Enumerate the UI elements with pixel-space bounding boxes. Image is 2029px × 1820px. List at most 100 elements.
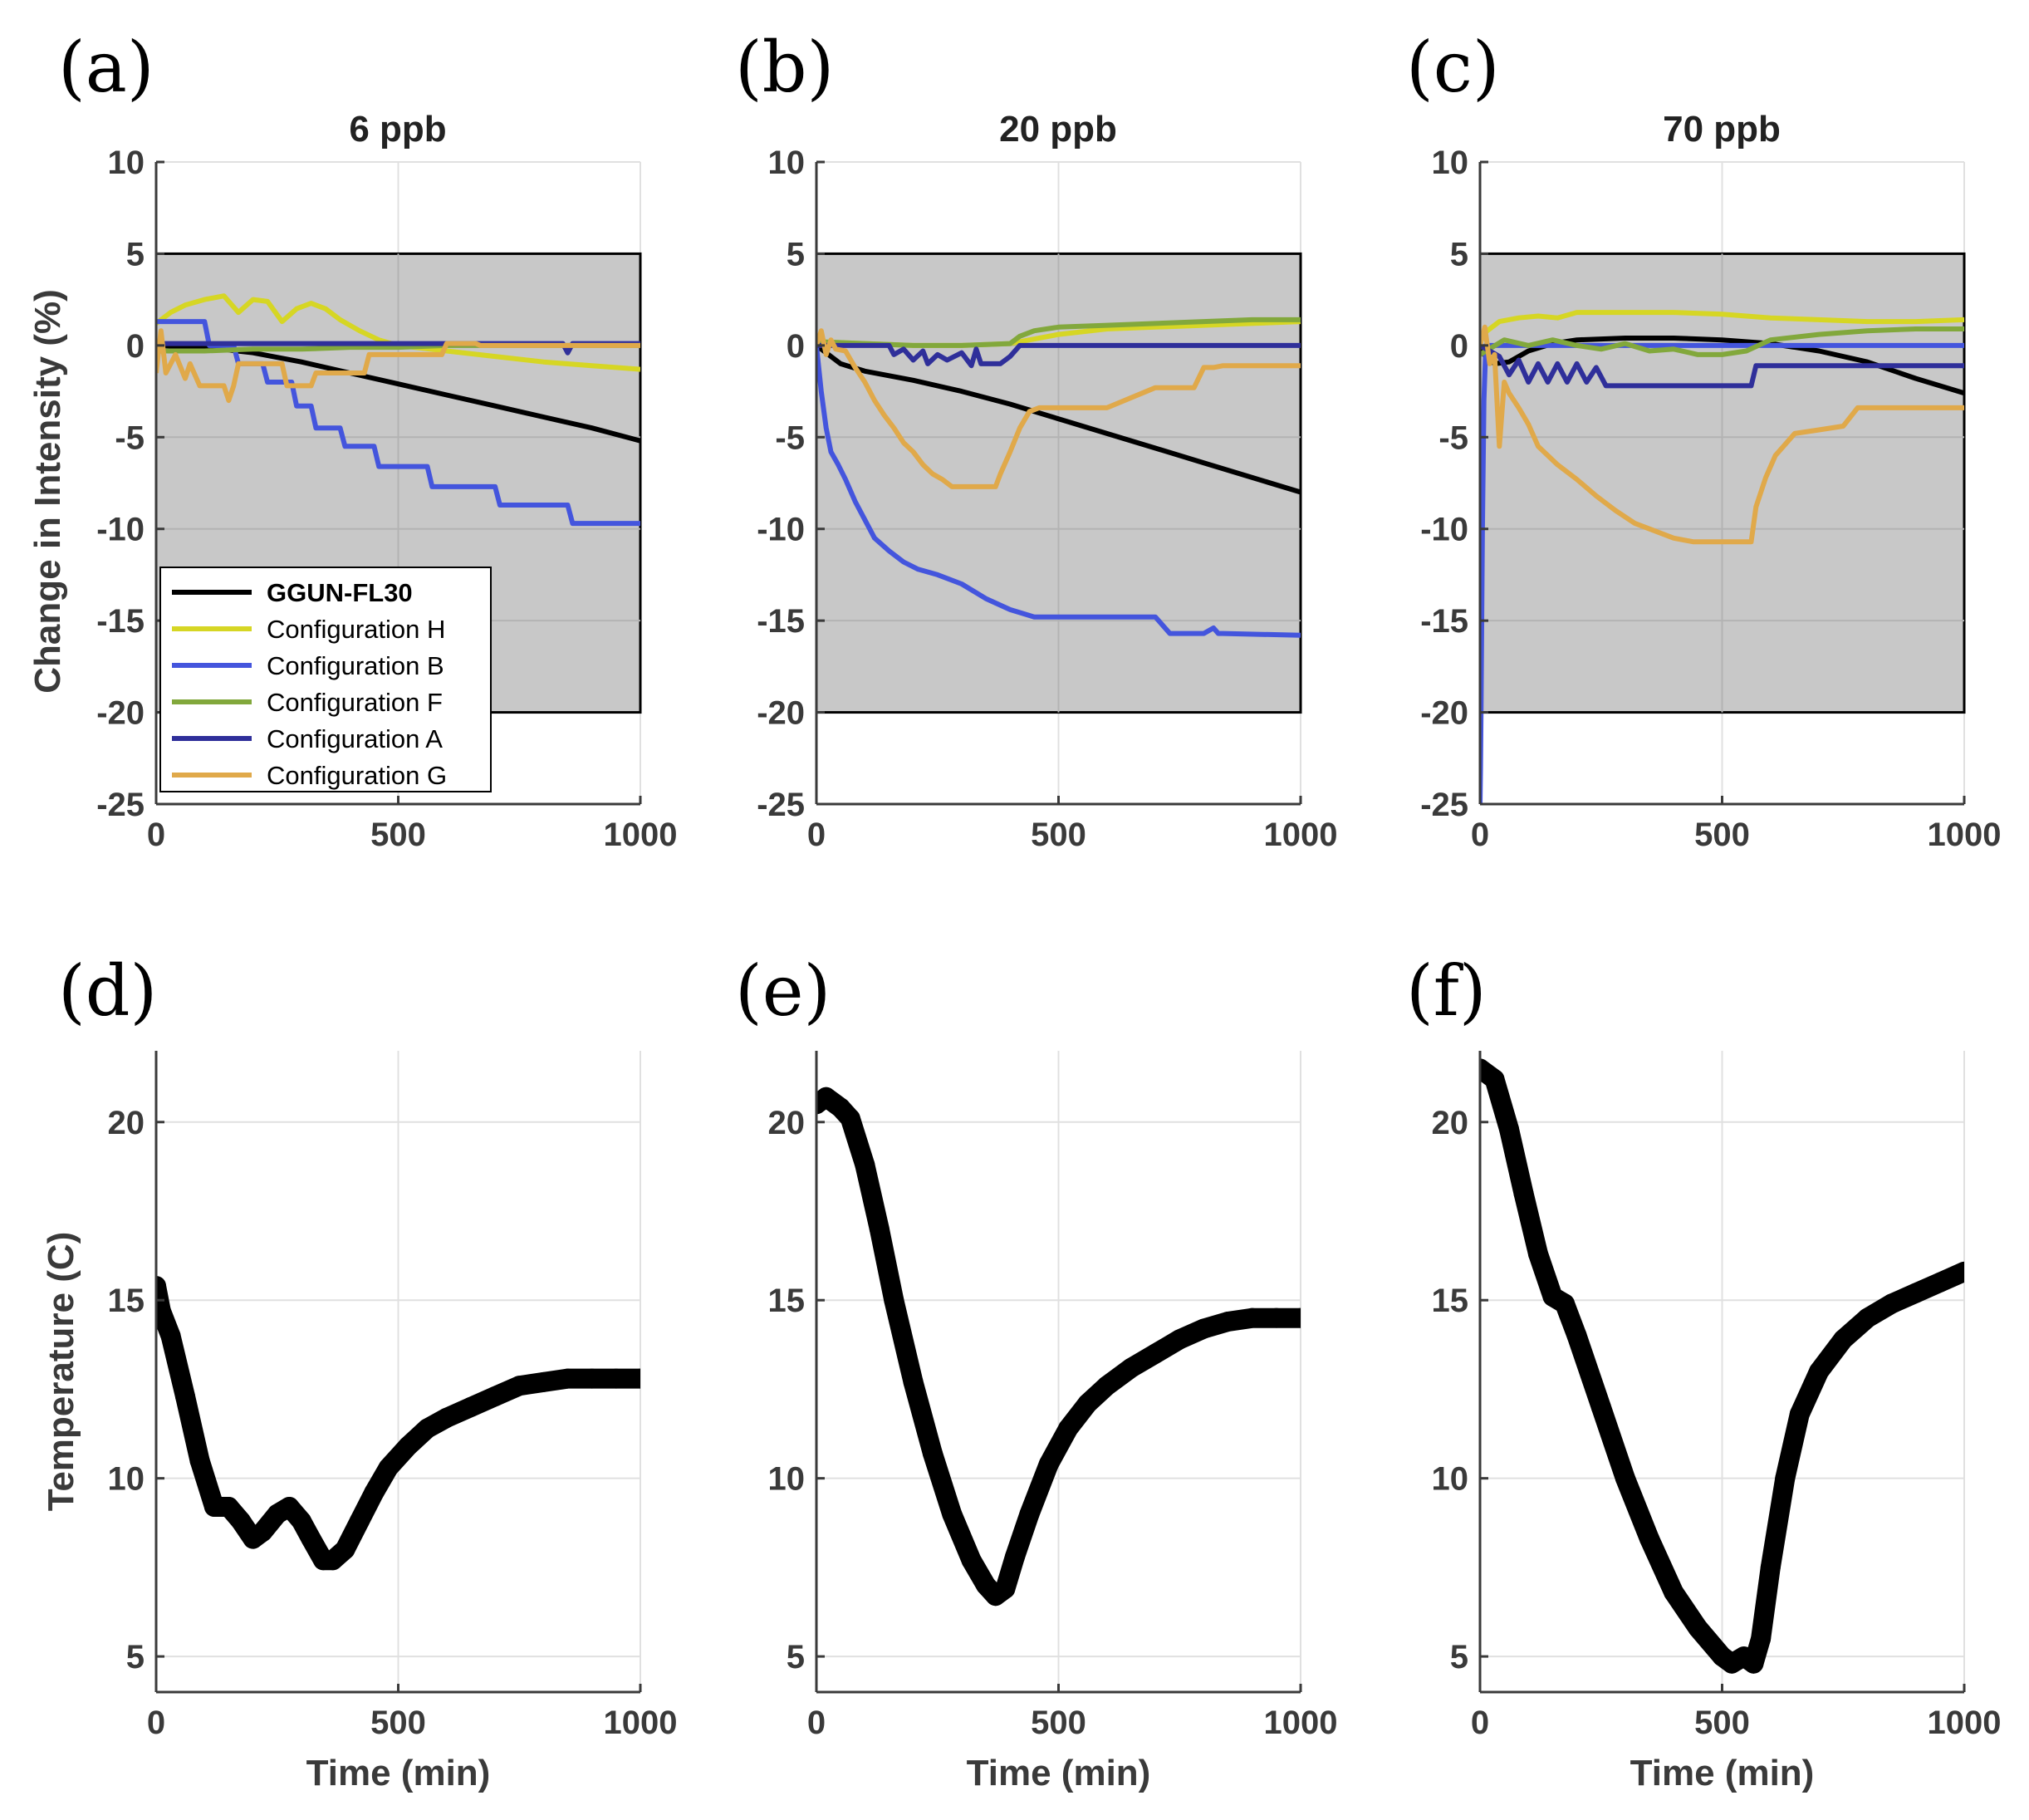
y-tick-label: 10 [108,145,145,181]
data-point [1058,1418,1079,1439]
x-tick-label: 1000 [604,817,678,853]
data-point [1527,1244,1548,1264]
data-point [1751,1628,1772,1649]
data-point [509,1376,530,1396]
data-point [203,1496,224,1517]
data-point [855,1155,875,1175]
data-point [156,1301,171,1322]
y-tick-label: 10 [768,1461,806,1498]
data-point [417,1418,438,1439]
legend-label: Configuration A [267,724,443,753]
data-point [1639,1528,1660,1549]
y-tick-label: 5 [126,236,145,272]
data-point [605,1368,626,1389]
x-tick-label: 1000 [1264,817,1338,853]
legend: GGUN-FL30 Configuration H Configuration B C… [159,567,492,792]
panel-f: (f) 0 500 1000 5 10 15 20 Time (min) [1406,950,2001,1793]
data-point [1193,1318,1214,1339]
data-point [1954,1261,1964,1282]
panel-c: (c) 70 ppb 0 500 1000 10 5 0 -5 -10 -15 -20 -25 [1406,27,2001,853]
y-tick-label: -10 [1420,512,1468,548]
data-point [364,1482,385,1503]
data-point [1242,1307,1262,1328]
panel-letter: (a) [58,27,154,108]
data-point [1291,1307,1301,1328]
legend-label: GGUN-FL30 [267,578,413,607]
data-point [903,1371,924,1392]
y-tick-label: -10 [757,512,805,548]
data-point [1905,1283,1926,1303]
data-point [630,1368,640,1389]
data-point [1615,1468,1635,1489]
x-tick-label: 0 [1471,1705,1489,1741]
series-group [816,316,1301,638]
data-point [174,1386,195,1407]
panel-letter: (e) [735,950,831,1032]
data-point [1218,1311,1238,1332]
data-point [995,1578,1016,1599]
y-tick-label: 0 [1450,328,1468,365]
data-point [1484,1069,1505,1090]
series-group [156,293,640,527]
x-tick-label: 500 [1694,817,1750,853]
y-tick-label: 10 [108,1461,145,1498]
data-point [378,1457,399,1478]
y-tick-label: -5 [775,419,805,456]
series-configuration-g [1480,324,1964,545]
y-tick-label: -5 [1438,419,1468,456]
data-point [1038,1454,1059,1474]
y-tick-label: 15 [768,1283,806,1319]
data-point [1005,1547,1026,1567]
legend-box [159,567,492,792]
data-point [291,1511,311,1532]
x-tick-label: 1000 [1264,1705,1338,1741]
y-tick-label: 20 [768,1105,806,1141]
x-tick-label: 500 [1694,1705,1750,1741]
x-tick-label: 0 [1471,817,1489,853]
y-tick-label: 5 [126,1639,145,1675]
data-point [485,1386,506,1407]
data-point [460,1396,481,1417]
y-tick-label: -20 [757,695,805,732]
data-point [1664,1582,1684,1602]
series-configuration-g [816,328,1301,489]
data-point [1077,1393,1098,1414]
data-point [1566,1326,1587,1347]
data-point [1929,1272,1950,1293]
data-point [349,1511,370,1532]
data-point [961,1550,982,1571]
x-tick-label: 500 [1031,817,1086,853]
data-point [436,1407,457,1428]
data-point [1019,1504,1040,1524]
x-tick-label: 1000 [604,1705,678,1741]
y-tick-label: -15 [1420,603,1468,640]
data-point [840,1108,860,1129]
y-axis-label: Temperature (C) [41,1232,81,1512]
data-point [1833,1329,1854,1350]
x-axis-label: Time (min) [306,1753,491,1793]
data-point [398,1436,419,1457]
data-point [218,1496,239,1517]
series-configuration-b [156,319,640,527]
data-point [335,1539,355,1560]
data-point [533,1371,554,1392]
series-configuration-f [816,316,1301,348]
data-point [189,1450,210,1471]
data-point [301,1528,321,1549]
data-point [1775,1468,1796,1489]
series-ggun-fl30 [1480,336,1964,396]
panel-d: (d) 0 500 1000 5 10 15 20 Time (min) Temperature … [41,950,677,1793]
y-tick-label: 10 [768,145,806,181]
x-tick-label: 500 [370,817,426,853]
data-point [1857,1307,1878,1328]
y-tick-label: 0 [787,328,805,365]
y-tick-label: -25 [1420,787,1468,823]
y-tick-label: 5 [1450,236,1468,272]
data-point [869,1219,890,1239]
y-tick-label: -20 [96,695,145,732]
panel-title: 20 ppb [999,109,1117,150]
x-tick-label: 0 [147,817,165,853]
data-point [160,1326,181,1347]
series-configuration-b [816,345,1301,638]
